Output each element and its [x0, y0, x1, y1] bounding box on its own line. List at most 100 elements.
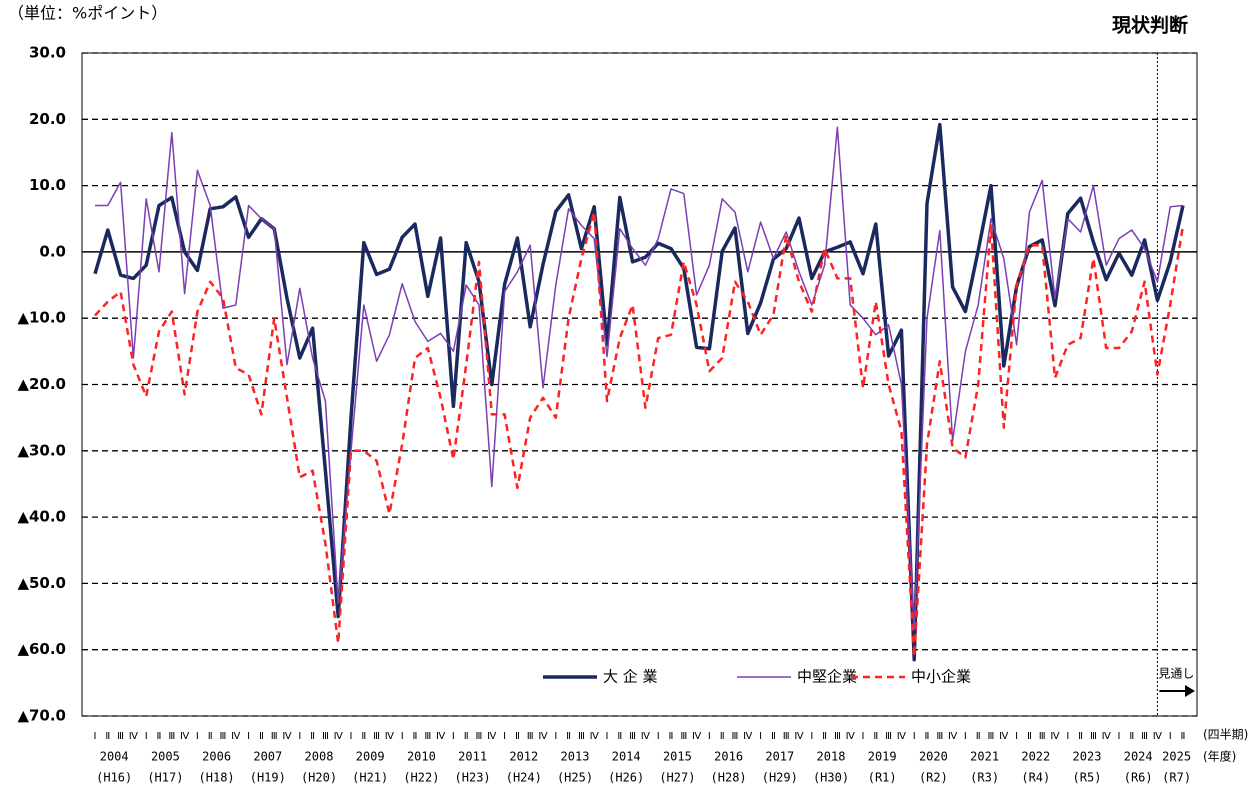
x-tick-label: Ⅲ	[1090, 731, 1097, 742]
x-tick-label: Ⅱ	[976, 731, 981, 742]
x-tick-label: Ⅲ	[834, 731, 841, 742]
x-tick-label: Ⅱ	[413, 731, 418, 742]
legend-label: 大 企 業	[603, 668, 658, 686]
x-tick-label: Ⅲ	[578, 731, 585, 742]
y-tick-label: 0.0	[39, 242, 66, 260]
x-tick-label: Ⅱ	[771, 731, 776, 742]
era-label: (H30)	[813, 771, 849, 785]
x-tick-label: Ⅱ	[361, 731, 366, 742]
y-tick-label: ▲50.0	[17, 574, 66, 592]
era-label: (R1)	[868, 771, 897, 785]
y-tick-label: 30.0	[29, 44, 66, 62]
era-label: (R7)	[1162, 771, 1191, 785]
era-label: (H16)	[96, 771, 132, 785]
year-label: 2018	[817, 750, 846, 764]
x-tick-label: Ⅰ	[1169, 731, 1172, 742]
x-tick-label: Ⅰ	[1066, 731, 1069, 742]
series-line	[95, 126, 1184, 631]
x-tick-label: Ⅱ	[157, 731, 162, 742]
x-tick-label: Ⅳ	[436, 731, 446, 742]
year-label: 2017	[765, 750, 794, 764]
x-tick-label: Ⅱ	[515, 731, 520, 742]
x-tick-label: Ⅰ	[810, 731, 813, 742]
x-tick-label: Ⅲ	[783, 731, 790, 742]
legend-label: 中堅企業	[797, 668, 857, 686]
y-tick-label: ▲60.0	[17, 640, 66, 658]
year-label: 2024	[1124, 750, 1153, 764]
y-tick-label: ▲30.0	[17, 441, 66, 459]
x-tick-label: Ⅰ	[708, 731, 711, 742]
era-label: (H22)	[403, 771, 439, 785]
legend-label: 中小企業	[911, 668, 971, 686]
era-label: (H19)	[250, 771, 286, 785]
x-tick-label: Ⅲ	[322, 731, 329, 742]
year-label: 2008	[305, 750, 334, 764]
year-label: 2015	[663, 750, 692, 764]
x-tick-label: Ⅳ	[129, 731, 139, 742]
year-label: 2019	[868, 750, 897, 764]
x-tick-label: Ⅲ	[988, 731, 995, 742]
era-label: (R3)	[970, 771, 999, 785]
x-tick-label: Ⅳ	[692, 731, 702, 742]
year-label: 2022	[1021, 750, 1050, 764]
x-tick-label: Ⅳ	[1102, 731, 1112, 742]
x-tick-label: Ⅰ	[913, 731, 916, 742]
x-tick-label: Ⅲ	[271, 731, 278, 742]
x-tick-label: Ⅰ	[298, 731, 301, 742]
x-tick-label: Ⅳ	[641, 731, 651, 742]
x-tick-label: Ⅰ	[606, 731, 609, 742]
era-label: (R6)	[1124, 771, 1153, 785]
year-label: 2023	[1073, 750, 1102, 764]
x-tick-label: Ⅱ	[1078, 731, 1083, 742]
x-tick-label: Ⅱ	[105, 731, 110, 742]
x-tick-label: Ⅳ	[590, 731, 600, 742]
x-tick-label: Ⅰ	[1015, 731, 1018, 742]
x-tick-label: Ⅲ	[373, 731, 380, 742]
series-line	[93, 122, 1185, 662]
y-tick-label: ▲10.0	[17, 309, 66, 327]
x-tick-label: Ⅱ	[1129, 731, 1134, 742]
x-tick-label: Ⅱ	[925, 731, 930, 742]
x-tick-label: Ⅳ	[897, 731, 907, 742]
x-tick-label: Ⅳ	[948, 731, 958, 742]
x-tick-label: Ⅳ	[334, 731, 344, 742]
plot-area	[81, 52, 1198, 717]
era-label: (H27)	[659, 771, 695, 785]
x-tick-label: Ⅰ	[759, 731, 762, 742]
x-tick-label: Ⅱ	[720, 731, 725, 742]
x-tick-label: Ⅱ	[1181, 731, 1186, 742]
x-tick-label: Ⅱ	[259, 731, 264, 742]
era-label: (R4)	[1021, 771, 1050, 785]
x-tick-label: Ⅰ	[503, 731, 506, 742]
year-label: 2021	[970, 750, 999, 764]
x-tick-label: Ⅰ	[657, 731, 660, 742]
x-tick-label: Ⅰ	[350, 731, 353, 742]
year-axis-label: (年度)	[1203, 749, 1236, 764]
y-tick-label: ▲40.0	[17, 508, 66, 526]
x-tick-label: Ⅲ	[936, 731, 943, 742]
year-label: 2011	[458, 750, 487, 764]
y-tick-label: ▲20.0	[17, 375, 66, 393]
unit-label: （単位：%ポイント）	[8, 4, 167, 23]
forecast-arrowhead	[1185, 685, 1195, 697]
year-label: 2004	[100, 750, 129, 764]
x-tick-label: Ⅲ	[527, 731, 534, 742]
era-label: (H26)	[608, 771, 644, 785]
year-label: 2012	[509, 750, 538, 764]
year-label: 2010	[407, 750, 436, 764]
x-tick-label: Ⅱ	[310, 731, 315, 742]
x-tick-label: Ⅱ	[208, 731, 213, 742]
x-tick-label: Ⅰ	[196, 731, 199, 742]
year-label: 2025	[1162, 750, 1191, 764]
year-label: 2009	[356, 750, 385, 764]
x-tick-label: Ⅳ	[231, 731, 241, 742]
x-tick-label: Ⅲ	[424, 731, 431, 742]
y-tick-label: 20.0	[29, 110, 66, 128]
era-label: (H20)	[301, 771, 337, 785]
x-tick-label: Ⅱ	[464, 731, 469, 742]
x-tick-label: Ⅳ	[385, 731, 395, 742]
x-tick-label: Ⅰ	[554, 731, 557, 742]
x-tick-label: Ⅳ	[794, 731, 804, 742]
era-label: (H21)	[352, 771, 388, 785]
